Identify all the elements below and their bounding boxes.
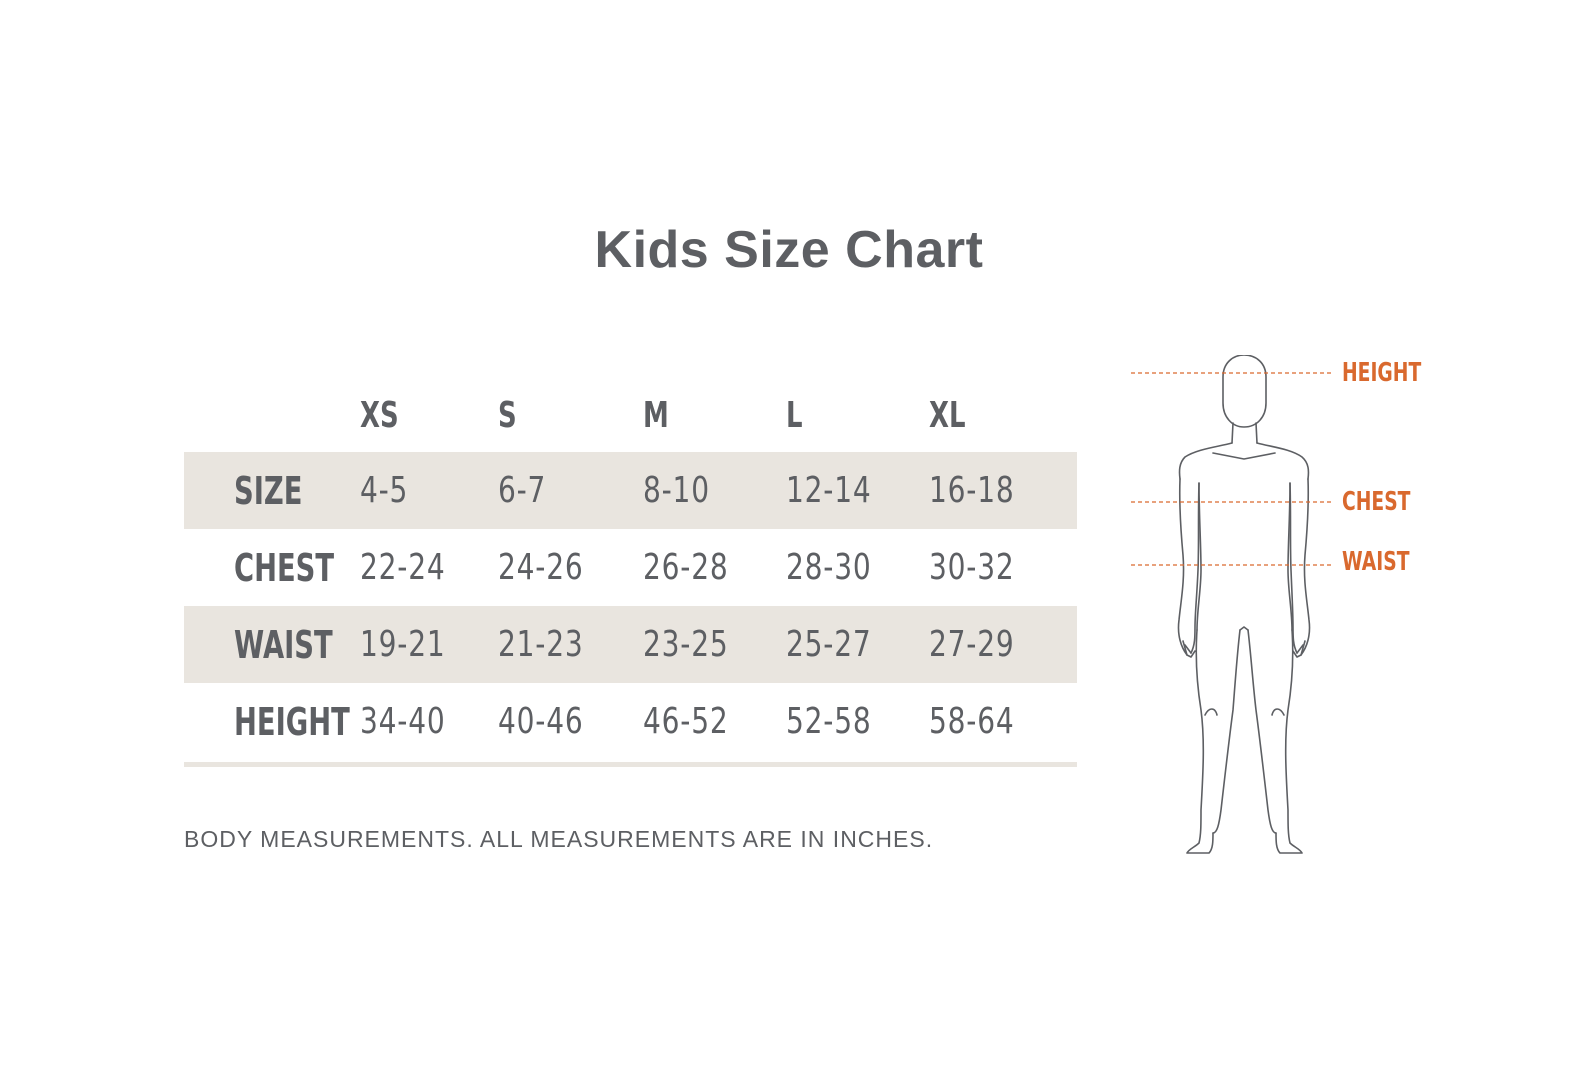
size-table: XS S M L XL SIZE 4-5 6-7 8-10 12-14 16-1… bbox=[184, 378, 1077, 760]
table-cell: 23-25 bbox=[643, 624, 729, 665]
table-cell: 58-64 bbox=[929, 701, 1015, 742]
table-row-chest: CHEST 22-24 24-26 26-28 28-30 30-32 bbox=[184, 529, 1077, 606]
column-header-s: S bbox=[498, 394, 517, 436]
chest-guide-label: CHEST bbox=[1342, 487, 1411, 517]
table-cell: 21-23 bbox=[498, 624, 584, 665]
table-cell: 27-29 bbox=[929, 624, 1015, 665]
body-figure-illustration bbox=[1131, 355, 1331, 854]
table-cell: 46-52 bbox=[643, 701, 729, 742]
table-cell: 26-28 bbox=[643, 547, 729, 588]
row-label-waist: WAIST bbox=[234, 622, 333, 667]
table-cell: 19-21 bbox=[360, 624, 446, 665]
table-row-waist: WAIST 19-21 21-23 23-25 25-27 27-29 bbox=[184, 606, 1077, 683]
waist-guide-label: WAIST bbox=[1342, 547, 1410, 577]
column-header-l: L bbox=[786, 394, 803, 436]
table-cell: 28-30 bbox=[786, 547, 872, 588]
page-title: Kids Size Chart bbox=[594, 221, 984, 279]
row-label-height: HEIGHT bbox=[234, 699, 350, 744]
table-cell: 6-7 bbox=[498, 470, 547, 511]
column-header-m: M bbox=[643, 394, 669, 436]
row-label-size: SIZE bbox=[234, 468, 303, 513]
table-cell: 25-27 bbox=[786, 624, 872, 665]
table-cell: 22-24 bbox=[360, 547, 446, 588]
height-guide-label: HEIGHT bbox=[1342, 358, 1422, 388]
row-label-chest: CHEST bbox=[234, 545, 335, 590]
measurement-note: BODY MEASUREMENTS. ALL MEASUREMENTS ARE … bbox=[184, 826, 934, 852]
table-cell: 30-32 bbox=[929, 547, 1015, 588]
table-row-height: HEIGHT 34-40 40-46 46-52 52-58 58-64 bbox=[184, 683, 1077, 760]
table-cell: 52-58 bbox=[786, 701, 872, 742]
table-cell: 16-18 bbox=[929, 470, 1015, 511]
table-cell: 4-5 bbox=[360, 470, 409, 511]
table-cell: 24-26 bbox=[498, 547, 584, 588]
table-cell: 40-46 bbox=[498, 701, 584, 742]
table-bottom-divider bbox=[184, 762, 1077, 767]
table-cell: 12-14 bbox=[786, 470, 872, 511]
table-cell: 34-40 bbox=[360, 701, 446, 742]
column-header-xl: XL bbox=[929, 394, 966, 436]
table-cell: 8-10 bbox=[643, 470, 710, 511]
table-header-row: XS S M L XL bbox=[184, 378, 1077, 452]
column-header-xs: XS bbox=[360, 394, 399, 436]
table-row-size: SIZE 4-5 6-7 8-10 12-14 16-18 bbox=[184, 452, 1077, 529]
